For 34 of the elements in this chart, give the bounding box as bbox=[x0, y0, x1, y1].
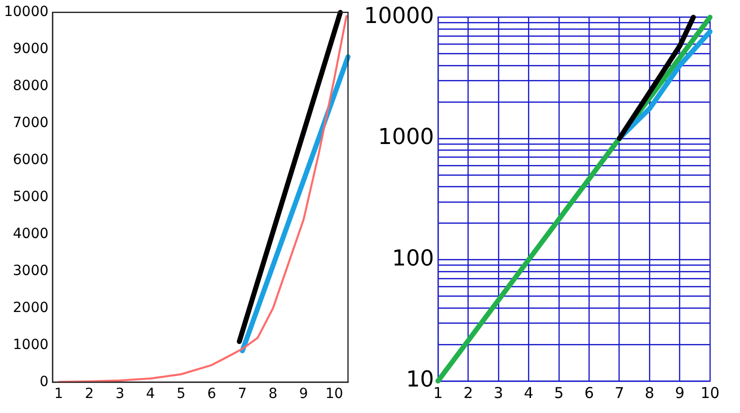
x-tick-label: 9 bbox=[299, 386, 308, 402]
y-tick-label: 5000 bbox=[12, 188, 49, 205]
x-tick-label: 2 bbox=[463, 384, 473, 402]
x-tick-label: 8 bbox=[644, 384, 654, 402]
y-tick-label: 2000 bbox=[12, 300, 49, 316]
y-tick-label: 4000 bbox=[12, 226, 49, 242]
y-tick-label: 10000 bbox=[364, 4, 434, 29]
x-tick-label: 4 bbox=[524, 384, 534, 402]
x-tick-label: 3 bbox=[494, 384, 504, 402]
x-tick-label: 6 bbox=[584, 384, 594, 402]
x-tick-label: 7 bbox=[238, 386, 247, 402]
x-tick-label: 10 bbox=[700, 384, 720, 402]
y-tick-label: 9000 bbox=[12, 41, 49, 58]
x-tick-label: 1 bbox=[54, 386, 64, 402]
x-tick-label: 6 bbox=[207, 386, 216, 402]
x-tick-label: 5 bbox=[554, 384, 564, 402]
y-tick-label: 1000 bbox=[12, 336, 49, 353]
y-tick-label: 6000 bbox=[12, 152, 49, 168]
x-tick-label: 10 bbox=[325, 386, 344, 402]
x-tick-label: 2 bbox=[84, 386, 94, 402]
y-tick-label: 7000 bbox=[12, 114, 49, 131]
x-tick-label: 7 bbox=[614, 384, 624, 402]
y-tick-label: 3000 bbox=[12, 262, 49, 279]
y-tick-label: 10000 bbox=[4, 4, 49, 20]
y-tick-label: 0 bbox=[40, 374, 49, 390]
y-tick-label: 8000 bbox=[12, 78, 49, 94]
x-tick-label: 1 bbox=[433, 384, 443, 402]
x-tick-label: 9 bbox=[675, 384, 685, 402]
x-tick-label: 5 bbox=[176, 386, 186, 402]
x-tick-label: 8 bbox=[268, 386, 278, 402]
y-tick-label: 1000 bbox=[378, 125, 434, 150]
x-tick-label: 4 bbox=[146, 386, 156, 402]
y-tick-label: 100 bbox=[392, 246, 434, 272]
x-tick-label: 3 bbox=[115, 386, 124, 402]
